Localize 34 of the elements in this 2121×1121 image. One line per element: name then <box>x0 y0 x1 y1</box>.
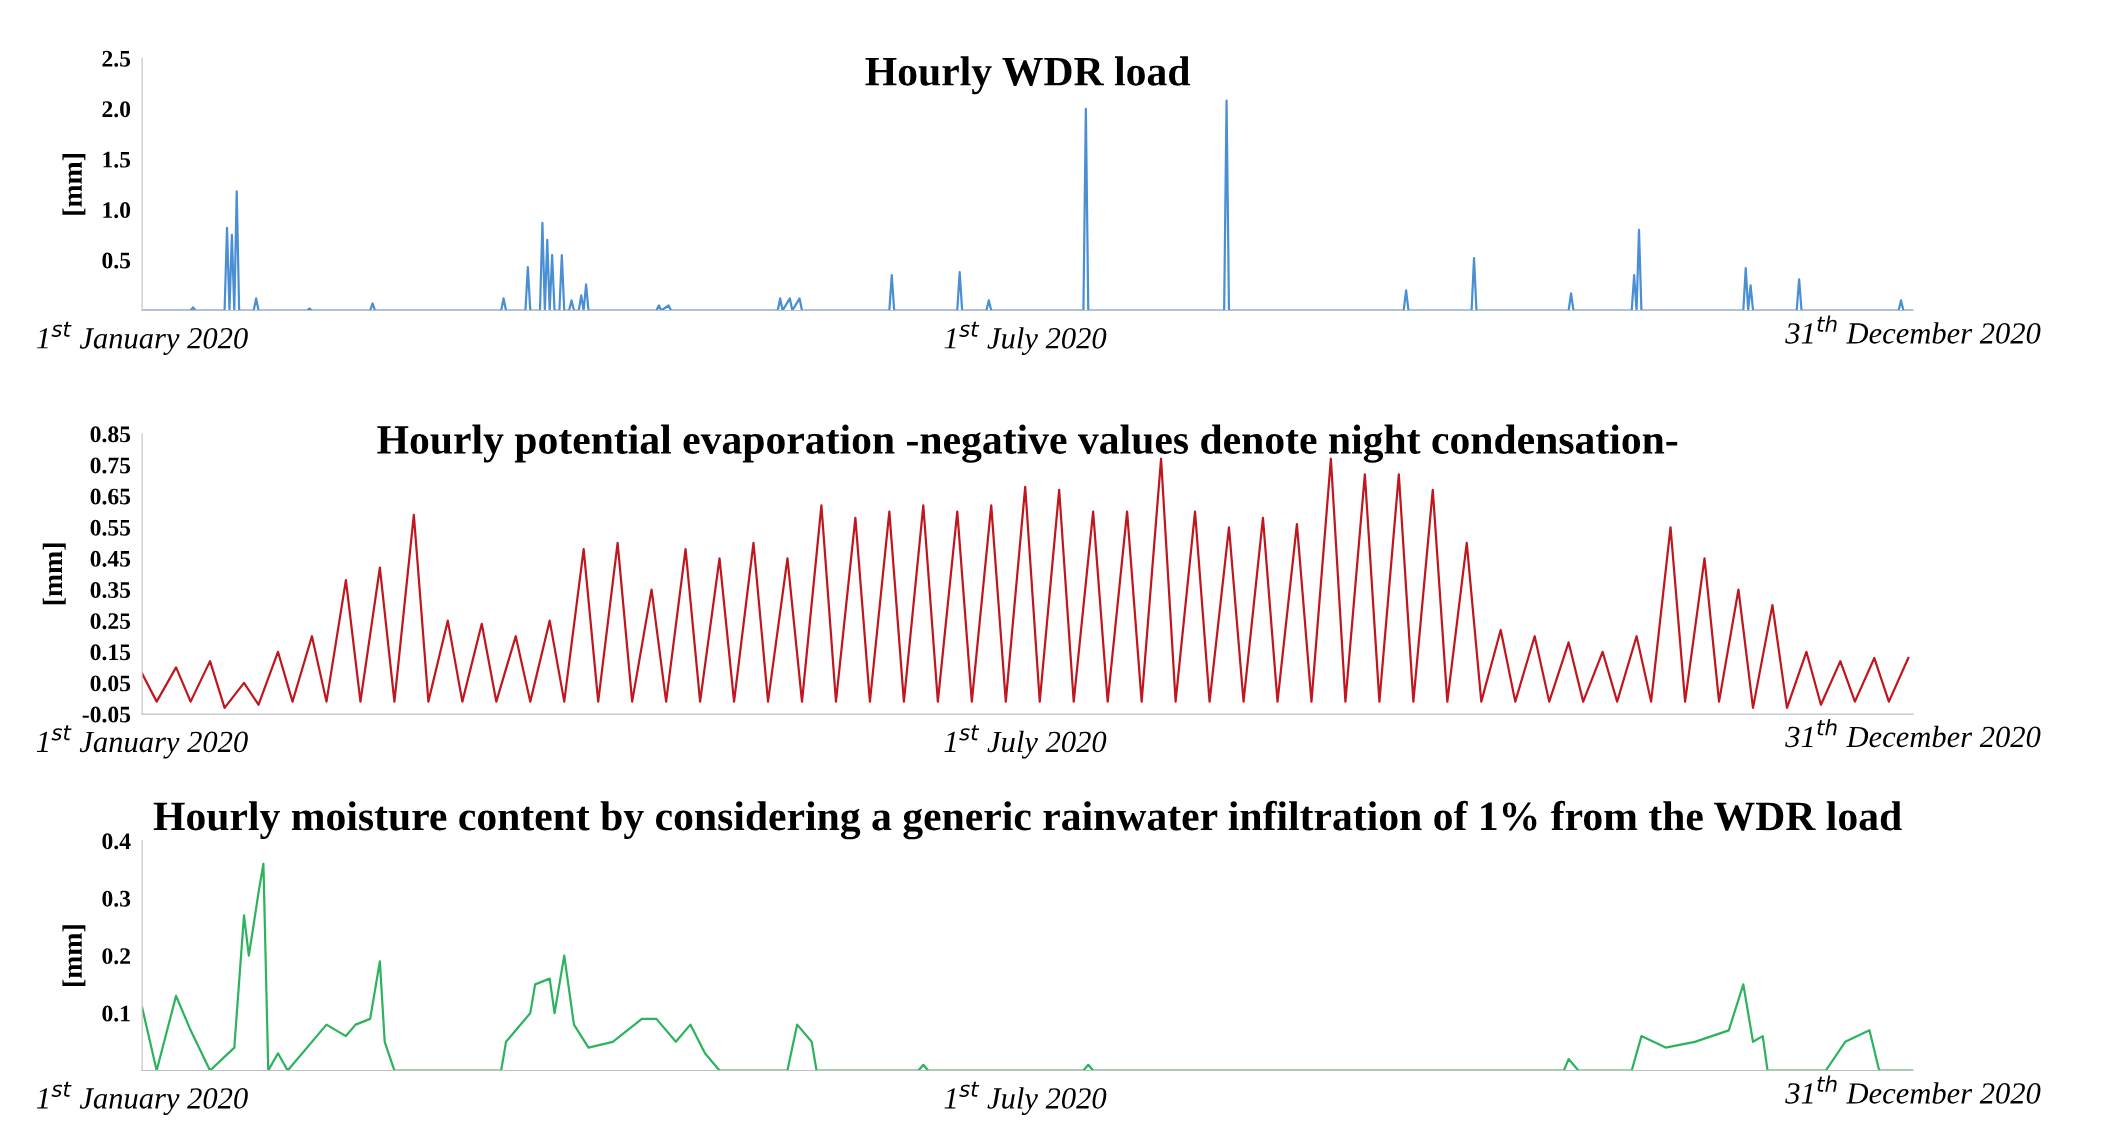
y-tick-label: 0.35 <box>90 582 131 599</box>
y-axis-title: [mm] <box>42 543 66 605</box>
y-tick-label: 0.75 <box>90 457 131 474</box>
y-tick-label: 1.0 <box>103 202 131 219</box>
y-tick-label: -0.05 <box>82 706 131 723</box>
y-axis-title: [mm] <box>62 154 86 215</box>
chart-title: Hourly potential evaporation -negative values denote night condensation- <box>377 424 1678 463</box>
x-tick-label: 31$^{th}$ December 2020 <box>1785 718 2041 748</box>
y-tick-label: 0.1 <box>102 1005 130 1022</box>
y-tick-label: 2.0 <box>102 101 131 118</box>
y-tick-label: 0.55 <box>90 519 131 536</box>
x-tick-label: 1$^{st}$ January 2020 <box>36 725 248 759</box>
y-tick-label: 0.85 <box>90 426 131 443</box>
x-tick-label: 1$^{st}$ July 2020 <box>944 1081 1107 1115</box>
chart-title: Hourly WDR load <box>865 56 1190 95</box>
y-axis-title: [mm] <box>62 925 86 986</box>
y-tick-label: 1.5 <box>103 151 131 168</box>
y-tick-label: 0.4 <box>102 833 131 850</box>
chart-title: Hourly moisture content by considering a generic rainwater infiltration of 1% from the WDR load <box>153 800 1902 840</box>
x-tick-label: 1$^{st}$ July 2020 <box>944 321 1107 355</box>
y-tick-label: 2.5 <box>102 50 131 67</box>
y-tick-label: 0.2 <box>102 948 130 965</box>
x-tick-label: 1$^{st}$ January 2020 <box>36 1081 248 1115</box>
y-tick-label: 0.5 <box>102 252 131 269</box>
y-tick-label: 0.15 <box>90 644 131 661</box>
y-tick-label: 0.65 <box>90 488 131 505</box>
x-tick-label: 1$^{st}$ January 2020 <box>36 321 248 355</box>
x-tick-label: 31$^{th}$ December 2020 <box>1785 315 2041 344</box>
x-tick-label: 1$^{st}$ July 2020 <box>944 725 1107 759</box>
y-tick-label: 0.05 <box>90 675 131 692</box>
x-tick-label: 31$^{th}$ December 2020 <box>1785 1075 2041 1104</box>
y-tick-label: 0.45 <box>90 550 131 567</box>
y-tick-label: 0.25 <box>90 613 131 630</box>
y-tick-label: 0.3 <box>102 890 131 907</box>
